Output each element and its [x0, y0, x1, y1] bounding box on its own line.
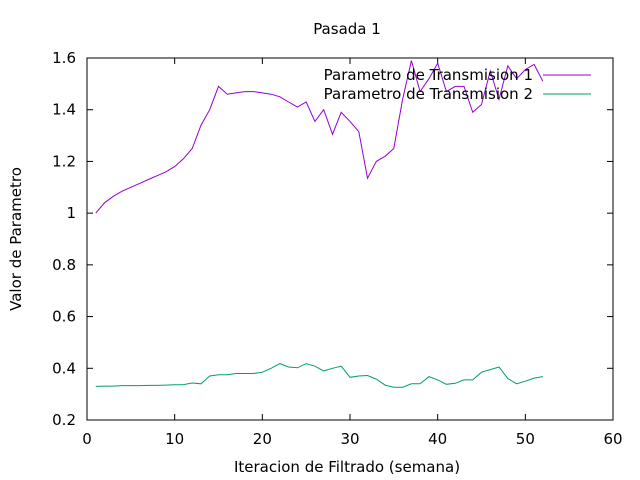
series-line-1 — [95, 60, 544, 214]
x-tick-label: 20 — [253, 430, 272, 448]
x-tick-label: 50 — [516, 430, 535, 448]
y-axis-title: Valor de Parametro — [7, 167, 25, 311]
series-lines — [95, 60, 544, 388]
x-tick-label: 30 — [340, 430, 359, 448]
x-tick-label: 40 — [428, 430, 447, 448]
legend-label-2: Parametro de Transmision 2 — [324, 85, 533, 103]
y-tick-label: 0.6 — [52, 308, 76, 326]
x-axis-title: Iteracion de Filtrado (semana) — [234, 458, 460, 476]
legend-label-1: Parametro de Transmision 1 — [324, 66, 533, 84]
y-tick-label: 1.2 — [52, 152, 76, 170]
axis-ticks: 0 10 20 30 40 50 60 0.2 0.4 0.6 0.8 1 1.2 1.4 1.6 — [52, 49, 622, 448]
plot-frame — [86, 57, 614, 421]
x-tick-label: 0 — [82, 430, 92, 448]
y-tick-label: 0.4 — [52, 359, 76, 377]
series-line-2 — [95, 363, 543, 388]
chart-title: Pasada 1 — [313, 20, 381, 38]
y-tick-label: 0.2 — [52, 411, 76, 429]
x-tick-label: 60 — [603, 430, 622, 448]
x-tick-label: 10 — [165, 430, 184, 448]
y-tick-label: 1.4 — [52, 101, 76, 119]
y-tick-label: 1.6 — [52, 49, 76, 67]
y-tick-label: 1 — [66, 204, 76, 222]
y-tick-label: 0.8 — [52, 256, 76, 274]
